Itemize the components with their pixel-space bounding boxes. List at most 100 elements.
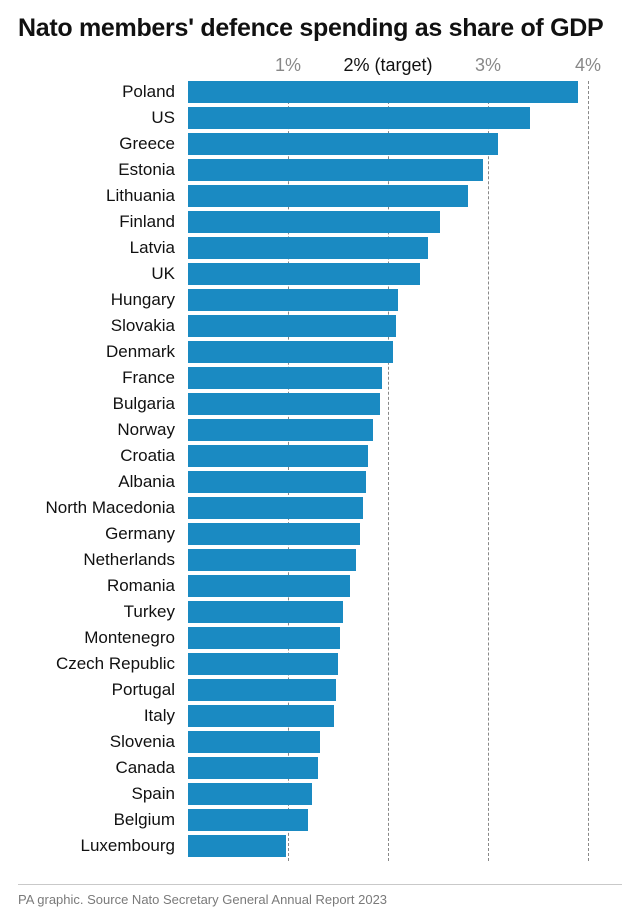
bar-wrap: [188, 549, 608, 571]
axis-tick-label: 3%: [475, 55, 501, 76]
bar: [188, 549, 356, 571]
chart-title: Nato members' defence spending as share …: [18, 14, 622, 43]
bar-label: UK: [18, 264, 183, 284]
bar-label: Spain: [18, 784, 183, 804]
bar: [188, 653, 338, 675]
bar-label: Hungary: [18, 290, 183, 310]
bar: [188, 263, 420, 285]
bar-wrap: [188, 471, 608, 493]
bar-label: Croatia: [18, 446, 183, 466]
bar: [188, 211, 440, 233]
bar-wrap: [188, 575, 608, 597]
x-axis-labels: 1%2% (target)3%4%: [188, 51, 608, 81]
bar: [188, 575, 350, 597]
bar-label: Poland: [18, 82, 183, 102]
bar-wrap: [188, 419, 608, 441]
bar-row: Luxembourg: [18, 835, 608, 857]
bar-row: France: [18, 367, 608, 389]
bar-wrap: [188, 159, 608, 181]
bar-wrap: [188, 211, 608, 233]
bar-row: Estonia: [18, 159, 608, 181]
bar-wrap: [188, 679, 608, 701]
bar-wrap: [188, 497, 608, 519]
bar: [188, 419, 373, 441]
bar-label: France: [18, 368, 183, 388]
bar-label: Germany: [18, 524, 183, 544]
bar: [188, 159, 483, 181]
bar-row: Norway: [18, 419, 608, 441]
bar-wrap: [188, 523, 608, 545]
bar-label: Finland: [18, 212, 183, 232]
bar: [188, 601, 343, 623]
bar: [188, 679, 336, 701]
bar: [188, 393, 380, 415]
bar-label: Slovenia: [18, 732, 183, 752]
bar: [188, 627, 340, 649]
bar-row: Spain: [18, 783, 608, 805]
bar-label: Albania: [18, 472, 183, 492]
bar-row: Denmark: [18, 341, 608, 363]
axis-tick-label: 4%: [575, 55, 601, 76]
bar-label: Belgium: [18, 810, 183, 830]
bar-label: Greece: [18, 134, 183, 154]
bar-row: Italy: [18, 705, 608, 727]
bar-wrap: [188, 809, 608, 831]
bar-label: Slovakia: [18, 316, 183, 336]
bar-wrap: [188, 783, 608, 805]
bar-label: US: [18, 108, 183, 128]
bar-row: Greece: [18, 133, 608, 155]
bar-label: Bulgaria: [18, 394, 183, 414]
bar-label: Lithuania: [18, 186, 183, 206]
bar-label: Netherlands: [18, 550, 183, 570]
bar: [188, 783, 312, 805]
bar-wrap: [188, 81, 608, 103]
bar-row: Slovenia: [18, 731, 608, 753]
bar: [188, 705, 334, 727]
bar-row: Montenegro: [18, 627, 608, 649]
bar: [188, 341, 393, 363]
bar-label: Denmark: [18, 342, 183, 362]
bar-wrap: [188, 393, 608, 415]
axis-tick-label: 1%: [275, 55, 301, 76]
bar-row: Lithuania: [18, 185, 608, 207]
bar-row: Latvia: [18, 237, 608, 259]
bar: [188, 523, 360, 545]
bar-label: Turkey: [18, 602, 183, 622]
bar-wrap: [188, 237, 608, 259]
bar: [188, 835, 286, 857]
bar: [188, 133, 498, 155]
bar-row: Romania: [18, 575, 608, 597]
bar-row: US: [18, 107, 608, 129]
bar-wrap: [188, 107, 608, 129]
bar-wrap: [188, 627, 608, 649]
bar-row: Czech Republic: [18, 653, 608, 675]
bar-row: Turkey: [18, 601, 608, 623]
chart-container: Nato members' defence spending as share …: [0, 0, 640, 919]
bar: [188, 107, 530, 129]
bar-label: Italy: [18, 706, 183, 726]
chart-area: 1%2% (target)3%4% PolandUSGreeceEstoniaL…: [18, 51, 622, 871]
bar-label: Luxembourg: [18, 836, 183, 856]
bar-row: Finland: [18, 211, 608, 233]
bar-row: North Macedonia: [18, 497, 608, 519]
bar: [188, 471, 366, 493]
bar-wrap: [188, 731, 608, 753]
bar-row: Albania: [18, 471, 608, 493]
bar-wrap: [188, 835, 608, 857]
bar-wrap: [188, 289, 608, 311]
bar-label: Czech Republic: [18, 654, 183, 674]
bar: [188, 757, 318, 779]
bar-wrap: [188, 133, 608, 155]
bar-row: Portugal: [18, 679, 608, 701]
bar-label: Latvia: [18, 238, 183, 258]
bar-wrap: [188, 341, 608, 363]
bar: [188, 809, 308, 831]
bar-label: Canada: [18, 758, 183, 778]
footer-rule: [18, 884, 622, 885]
bar-wrap: [188, 705, 608, 727]
bar-wrap: [188, 185, 608, 207]
bar-wrap: [188, 367, 608, 389]
bar: [188, 81, 578, 103]
bar-wrap: [188, 445, 608, 467]
bar-wrap: [188, 601, 608, 623]
